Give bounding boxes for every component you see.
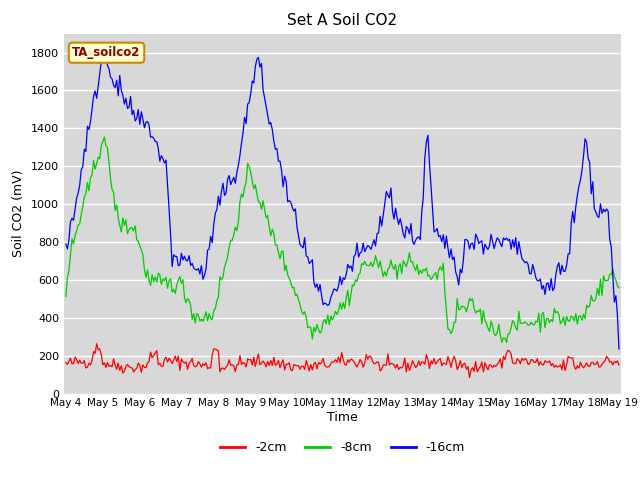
X-axis label: Time: Time — [327, 411, 358, 424]
Legend: -2cm, -8cm, -16cm: -2cm, -8cm, -16cm — [215, 436, 470, 459]
Title: Set A Soil CO2: Set A Soil CO2 — [287, 13, 397, 28]
Text: TA_soilco2: TA_soilco2 — [72, 46, 141, 59]
Y-axis label: Soil CO2 (mV): Soil CO2 (mV) — [12, 170, 26, 257]
